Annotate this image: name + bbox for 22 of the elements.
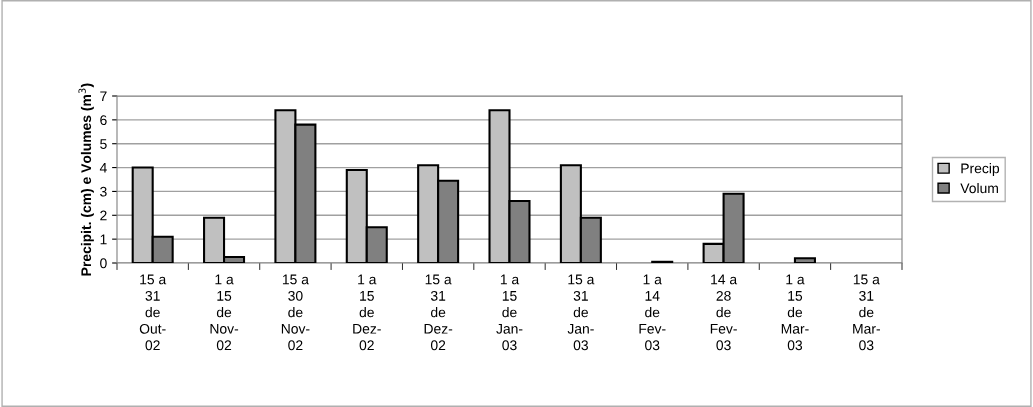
y-axis-title: Precipit. (cm) e Volumes (m$^{3}$): [78, 83, 94, 276]
x-tick-label: 1 a 15 de Dez- 02: [353, 274, 381, 351]
legend-label: Precip: [961, 163, 1000, 177]
y-tick-label: 3: [100, 186, 107, 197]
x-tick-label: 15 a 31 de Dez- 02: [424, 274, 453, 351]
y-tick-label: 4: [99, 163, 107, 173]
x-tick-label: 1 a 15 de Nov- 02: [210, 274, 239, 351]
y-tick-label: 0: [100, 258, 107, 269]
y-tick-label: 5: [100, 139, 107, 149]
y-tick-label: 1: [100, 234, 107, 245]
x-tick-label: 15 a 31 de Out- 02: [139, 274, 167, 351]
x-tick-label: 15 a 30 de Nov- 02: [281, 274, 310, 351]
y-tick-label: 6: [100, 115, 107, 126]
x-tick-label: 14 a 28 de Fev- 03: [710, 274, 738, 351]
x-tick-label: 1 a 14 de Fev- 03: [639, 274, 666, 351]
y-tick-label: 2: [100, 210, 107, 221]
x-tick-label: 15 a 31 de Mar- 03: [853, 274, 880, 351]
x-tick-label: 1 a 15 de Jan- 03: [496, 274, 523, 351]
y-tick-label: 7: [100, 91, 107, 102]
x-tick-label: 1 a 15 de Mar- 03: [781, 274, 809, 351]
x-tick-label: 15 a 31 de Jan- 03: [567, 274, 595, 351]
legend-label: Volum: [960, 182, 998, 194]
